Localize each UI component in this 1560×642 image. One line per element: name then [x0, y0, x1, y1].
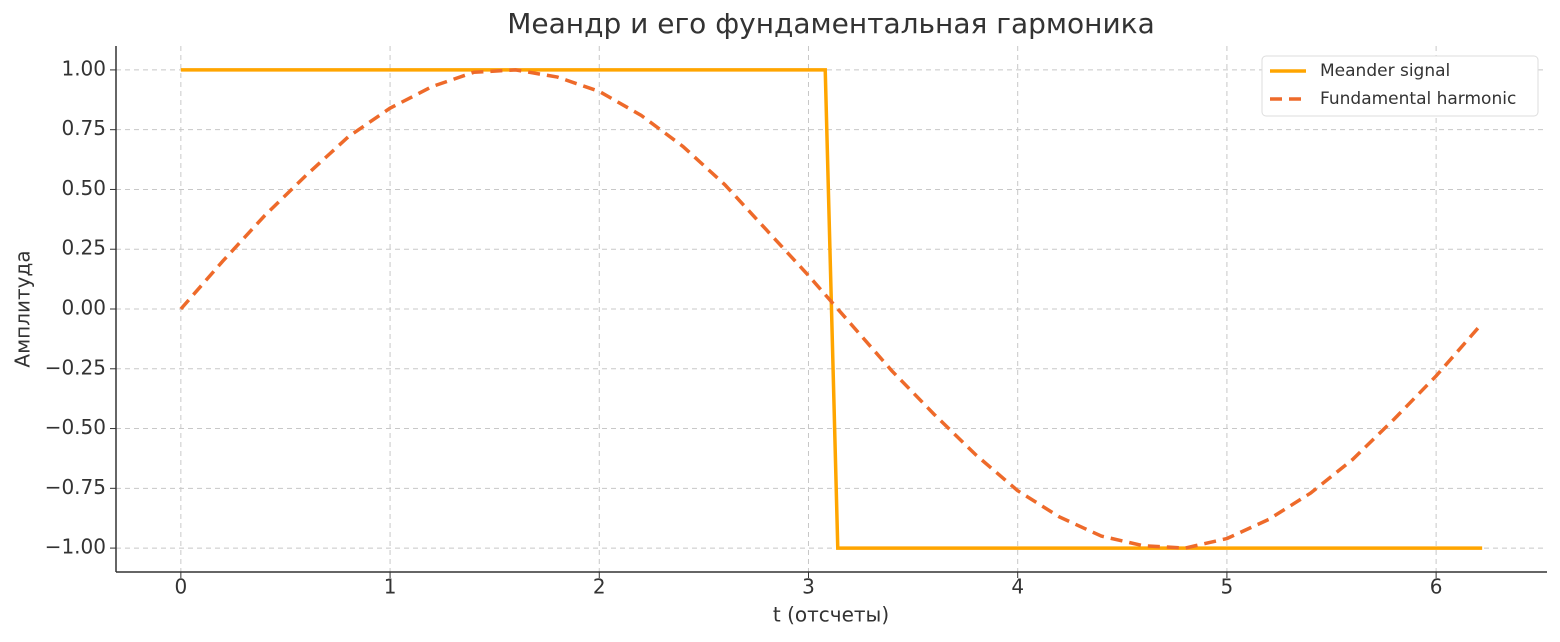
- y-tick-label: −0.50: [45, 415, 106, 439]
- x-tick-label: 5: [1221, 575, 1234, 599]
- x-tick-label: 2: [593, 575, 606, 599]
- legend-box: [1261, 55, 1539, 117]
- y-tick-label: 0.25: [61, 236, 106, 260]
- y-tick-label: 0.50: [61, 176, 106, 200]
- x-tick-label: 4: [1011, 575, 1024, 599]
- y-tick-label: 1.00: [61, 56, 106, 80]
- x-axis-label: t (отсчеты): [773, 603, 889, 627]
- x-tick-label: 6: [1430, 575, 1443, 599]
- y-tick-label: −1.00: [45, 535, 106, 559]
- legend-label: Meander signal: [1320, 61, 1450, 81]
- y-tick-label: −0.75: [45, 475, 106, 499]
- x-tick-label: 0: [174, 575, 187, 599]
- y-tick-label: 0.00: [61, 296, 106, 320]
- chart-title: Меандр и его фундаментальная гармоника: [507, 7, 1155, 40]
- legend-label: Fundamental harmonic: [1320, 89, 1516, 109]
- x-tick-label: 1: [384, 575, 397, 599]
- y-axis-label: Амплитуда: [11, 250, 35, 367]
- series-line: [179, 68, 1484, 550]
- y-tick-label: −0.25: [45, 355, 106, 379]
- series-line: [180, 68, 1483, 550]
- x-tick-label: 3: [802, 575, 815, 599]
- y-tick-label: 0.75: [61, 116, 106, 140]
